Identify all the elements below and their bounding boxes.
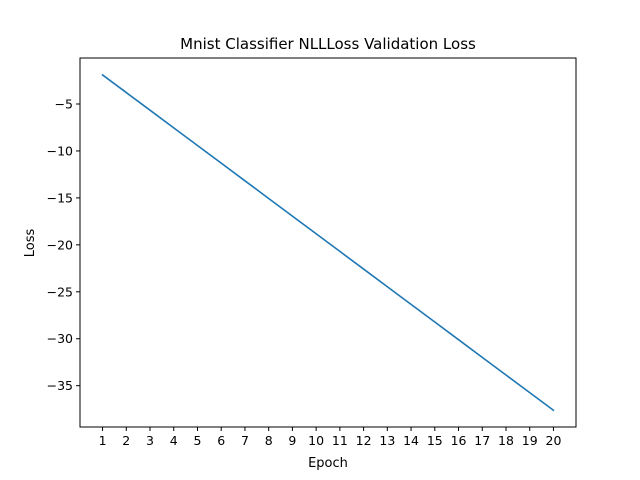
y-axis-label: Loss [23, 229, 38, 258]
x-tick-label: 6 [217, 433, 225, 448]
y-tick-label: −5 [55, 97, 73, 112]
chart-title: Mnist Classifier NLLLoss Validation Loss [180, 35, 476, 53]
x-axis: 1 2 3 4 5 6 7 8 9 10 11 12 13 14 15 16 17 18 19 20 [99, 427, 562, 448]
x-tick-label: 5 [193, 433, 201, 448]
y-tick-label: −20 [47, 237, 73, 252]
loss-series-line [101, 73, 555, 412]
x-tick-label: 19 [522, 433, 538, 448]
x-tick-label: 3 [146, 433, 154, 448]
plot-area: 1 2 3 4 5 6 7 8 9 10 11 12 13 14 15 16 17 18 19 20 −5−10−15… [47, 57, 577, 448]
x-tick-label: 7 [241, 433, 249, 448]
x-tick-label: 1 [99, 433, 107, 448]
y-tick-label: −10 [47, 143, 73, 158]
x-tick-label: 8 [265, 433, 273, 448]
y-tick-label: −30 [47, 331, 73, 346]
x-tick-label: 18 [498, 433, 514, 448]
x-tick-label: 14 [403, 433, 419, 448]
x-tick-label: 9 [288, 433, 296, 448]
x-tick-label: 13 [379, 433, 395, 448]
x-tick-label: 10 [308, 433, 324, 448]
x-tick-label: 20 [546, 433, 562, 448]
x-tick-label: 15 [427, 433, 443, 448]
x-tick-label: 12 [356, 433, 372, 448]
x-tick-label: 17 [474, 433, 490, 448]
x-tick-label: 16 [451, 433, 467, 448]
y-tick-label: −35 [47, 378, 73, 393]
y-tick-label: −25 [47, 284, 73, 299]
x-tick-label: 2 [122, 433, 130, 448]
axes-frame [79, 57, 577, 428]
x-tick-label: 4 [170, 433, 178, 448]
x-tick-label: 11 [332, 433, 348, 448]
y-tick-label: −15 [47, 190, 73, 205]
y-axis: −5 −10 −15 −20 −25 −30 −35 [47, 97, 80, 393]
x-axis-label: Epoch [308, 456, 348, 471]
series-layer [101, 73, 555, 412]
